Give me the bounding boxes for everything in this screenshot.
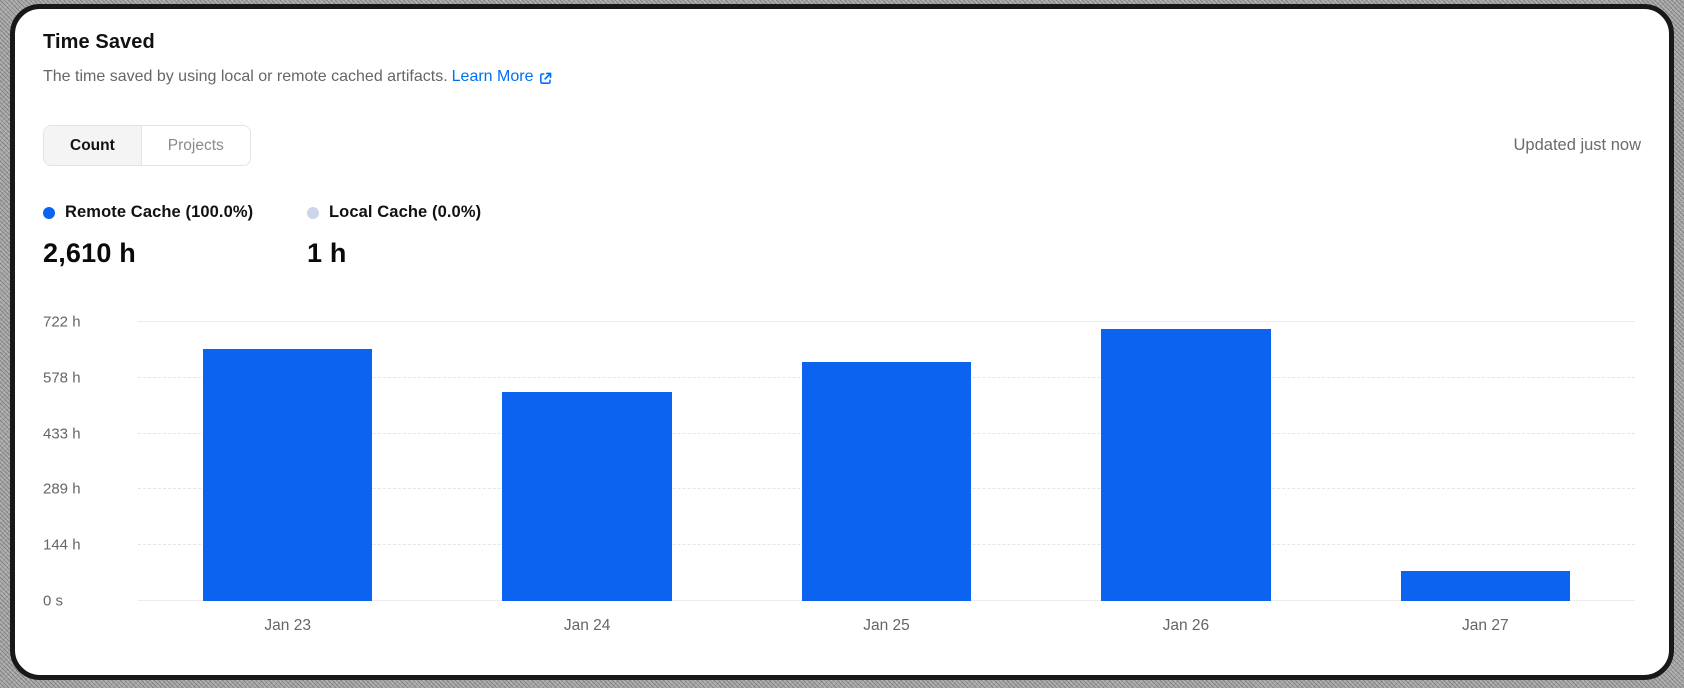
y-axis-tick-label: 289 h: [43, 480, 81, 498]
chart-bar[interactable]: [801, 361, 972, 601]
y-axis-tick-label: 0 s: [43, 592, 64, 610]
x-axis-tick-label: Jan 25: [863, 617, 910, 634]
subtitle-text: The time saved by using local or remote …: [43, 68, 448, 85]
chart-legend: Remote Cache (100.0%) Local Cache (0.0%): [43, 203, 1641, 222]
updated-status: Updated just now: [1513, 135, 1642, 154]
remote-cache-dot-icon: [43, 206, 55, 219]
chart-plot-area: [138, 321, 1635, 601]
chart-bar[interactable]: [1400, 571, 1571, 601]
y-axis-tick-label: 144 h: [43, 536, 81, 554]
y-axis-tick-label: 433 h: [43, 425, 81, 443]
toolbar-row: Count Projects Updated just now: [43, 124, 1642, 166]
external-link-icon: [538, 70, 553, 85]
stat-values-row: 2,610 h 1 h: [43, 236, 1641, 270]
learn-more-link[interactable]: Learn More: [452, 65, 554, 89]
view-toggle: Count Projects: [43, 124, 251, 166]
tab-count[interactable]: Count: [44, 125, 142, 165]
gridline: [138, 321, 1635, 322]
page-title: Time Saved: [43, 31, 155, 53]
time-saved-card: Time Saved The time saved by using local…: [10, 4, 1674, 680]
chart-bar[interactable]: [202, 348, 373, 601]
local-cache-dot-icon: [307, 206, 319, 219]
learn-more-label: Learn More: [451, 68, 534, 85]
x-axis-tick-label: Jan 27: [1462, 617, 1509, 634]
time-saved-bar-chart: 0 s 144 h 289 h 433 h 578 h 722 h Jan 23 Jan 24…: [43, 290, 1641, 642]
local-cache-total: 1 h: [307, 238, 347, 268]
remote-cache-total: 2,610 h: [43, 238, 136, 268]
x-axis-tick-label: Jan 23: [264, 617, 311, 634]
legend-item-remote-cache[interactable]: Remote Cache (100.0%): [43, 203, 307, 222]
card-subtitle: The time saved by using local or remote …: [43, 65, 1641, 89]
chart-bar[interactable]: [1101, 329, 1271, 601]
remote-cache-label: Remote Cache (100.0%): [65, 203, 254, 221]
x-axis-tick-label: Jan 24: [563, 617, 611, 634]
x-axis-tick-label: Jan 26: [1162, 617, 1210, 634]
y-axis-tick-label: 722 h: [43, 313, 81, 331]
chart-bar[interactable]: [502, 391, 672, 601]
legend-item-local-cache[interactable]: Local Cache (0.0%): [307, 203, 571, 222]
y-axis-tick-label: 578 h: [43, 369, 81, 387]
local-cache-label: Local Cache (0.0%): [329, 203, 482, 221]
tab-projects[interactable]: Projects: [141, 125, 250, 165]
